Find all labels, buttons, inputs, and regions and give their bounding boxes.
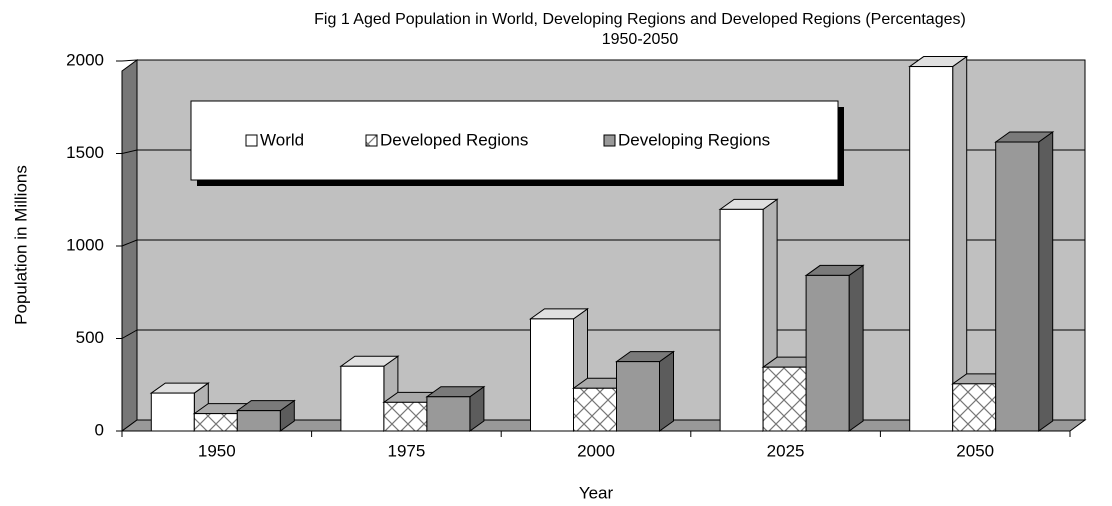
bar-front [719,208,764,432]
x-axis-label: Year [579,483,614,502]
y-tick-label: 500 [76,328,104,347]
bar-front [193,413,238,432]
bar [908,55,969,432]
legend-entries: World Developed Regions Developing Regions [245,130,770,149]
legend-label: Developed Regions [380,130,528,149]
chart-title: Fig 1 Aged Population in World, Developi… [314,11,966,28]
bar-front [909,66,954,432]
grid-line [121,239,138,247]
bar-front [762,366,807,432]
bar [994,131,1055,432]
bar-front [340,365,385,432]
legend-swatch [603,134,616,147]
x-tick-label: 2000 [577,441,615,460]
bar-front [573,387,617,432]
grid-line [121,149,138,154]
grid-line [121,329,138,339]
bar [614,350,676,432]
y-tick-label: 2000 [66,50,104,69]
legend-label: World [260,130,304,149]
bar-side [848,264,864,432]
bar-front [530,318,574,432]
x-tick-label: 1975 [387,441,425,460]
legend-swatch [365,134,378,147]
bar [235,399,296,432]
bar-front [150,392,195,432]
bar-front [426,396,471,432]
bars [149,55,1055,432]
bar-front [616,361,660,432]
y-tick-label: 1000 [66,235,104,254]
bar-side [1038,131,1054,432]
bar-front [952,383,997,432]
legend-swatch [245,134,258,147]
x-tick-label: 1950 [198,441,236,460]
y-tick-label: 1500 [66,143,104,162]
legend-label: Developing Regions [618,130,770,149]
x-tick-label: 2025 [767,441,805,460]
legend [190,100,839,181]
bar-front [805,274,850,432]
chart-title: 1950-2050 [602,31,679,48]
y-axis-label: Population in Millions [11,165,30,325]
bar-front [236,410,281,432]
bar-front [383,401,428,432]
y-tick-label: 0 [95,420,104,439]
bar-side [659,350,674,432]
bar-front [995,141,1040,432]
bar [425,385,486,432]
grid-line [121,59,138,62]
bar [804,264,865,432]
x-tick-label: 2050 [956,441,994,460]
